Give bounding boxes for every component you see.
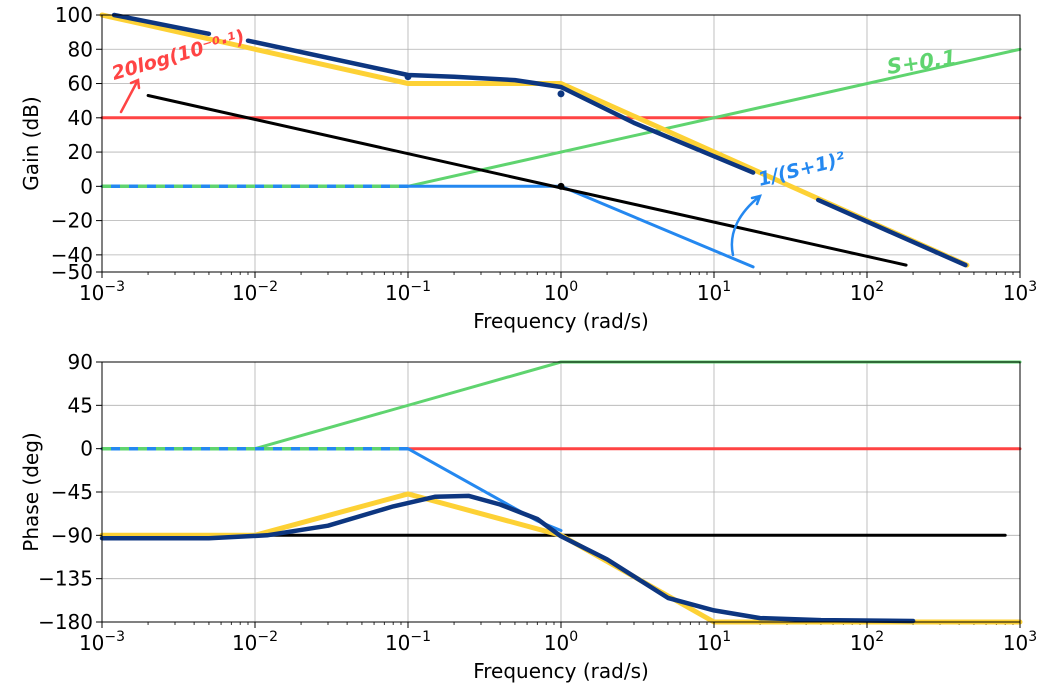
y-tick-label: 80 [68,37,93,61]
series-line-5 [99,493,916,624]
y-tick-label: −45 [51,480,93,504]
y-tick-label: 45 [68,393,93,417]
marker-2 [557,182,565,190]
phase-panel: 10−3 10−2 10−1 100 101 102 103 −180 −135 −90 −45 0 4… [19,350,1037,683]
x-tick-label: 103 [1003,279,1037,305]
annotation-1-over-s-plus-1-squared: 1/(S+1)² [756,148,848,191]
x-axis-label: Frequency (rad/s) [473,309,649,333]
annotation-s-plus-0.1: S+0.1 [885,45,958,78]
annotation-arrow-blue [730,194,763,257]
series-line-5-seg-2 [815,197,968,268]
marker-1 [557,90,565,98]
y-tick-label: 0 [80,437,93,461]
y-tick-label: 0 [80,174,93,198]
x-tick-label: 102 [850,629,884,655]
y-tick-label: −90 [51,523,93,547]
y-tick-label: 40 [68,106,93,130]
x-tick-label: 102 [850,279,884,305]
y-tick-label: 20 [68,140,93,164]
series-line-3 [146,94,908,267]
marker-0 [404,73,412,81]
x-tick-label: 10−2 [232,279,278,305]
x-tick-label: 10−3 [79,629,125,655]
y-tick-label: 90 [68,350,93,374]
annotation-20log: 20log(10⁻⁰·¹) [109,26,247,85]
series-line-4 [99,12,970,268]
gain-panel: 10−3 10−2 10−1 100 101 102 103 −50−40 −20 0 20 40 60… [19,3,1037,333]
x-tick-label: 100 [544,279,578,305]
x-tick-label: 10−1 [385,279,431,305]
x-tick-label: 10−3 [79,279,125,305]
x-tick-label: 101 [697,629,731,655]
x-tick-label: 100 [544,629,578,655]
y-axis-label: Phase (deg) [19,432,43,551]
y-tick-label: 100 [55,3,93,27]
x-tick-label: 10−1 [385,629,431,655]
x-tick-label: 103 [1003,629,1037,655]
series-line-5-seg-1 [245,38,756,175]
y-tick-label: −50 [51,260,93,284]
x-axis-label: Frequency (rad/s) [473,659,649,683]
x-tick-label: 10−2 [232,629,278,655]
annotation-arrow-red [119,78,141,114]
y-tick-label: 60 [68,72,93,96]
y-axis-label: Gain (dB) [19,96,43,190]
y-tick-label: −40 [51,243,93,267]
y-tick-label: −135 [38,567,93,591]
series-line-5-seg-0 [111,12,212,37]
y-tick-label: −20 [51,209,93,233]
x-tick-label: 101 [697,279,731,305]
y-tick-label: −180 [38,610,93,634]
